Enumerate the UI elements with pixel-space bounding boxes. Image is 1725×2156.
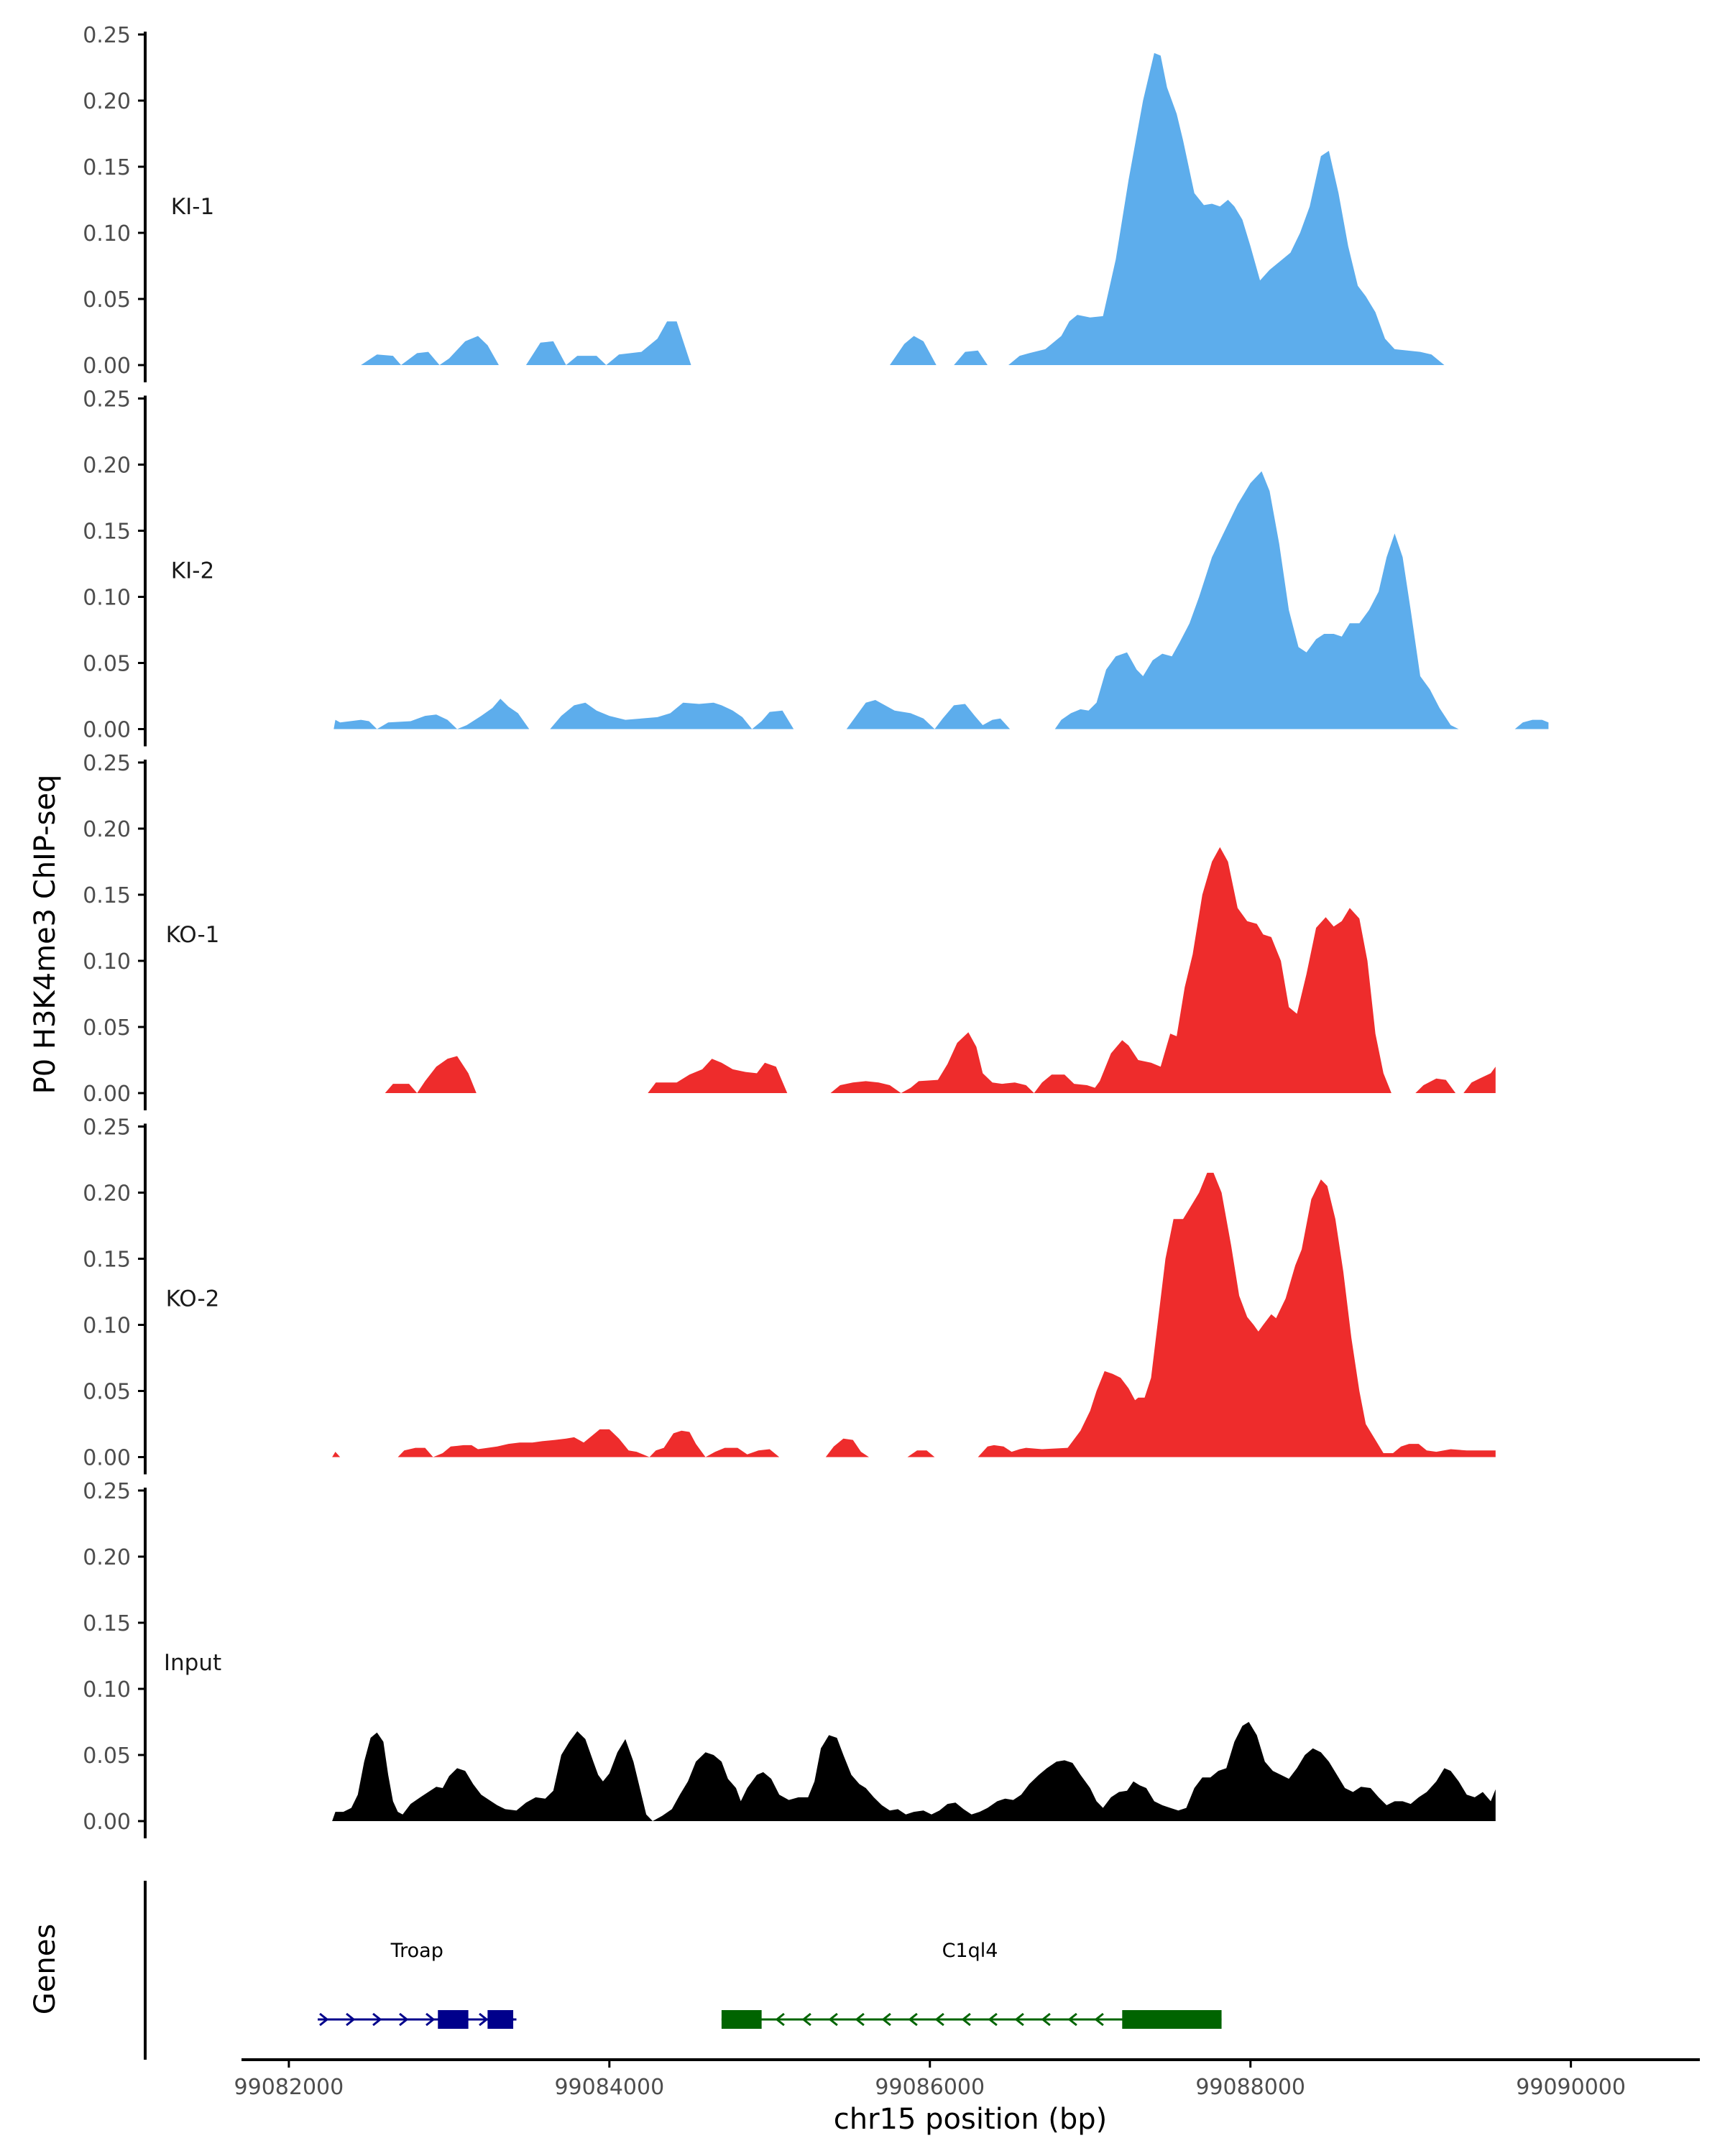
- y-tick-label: 0.10: [83, 1677, 131, 1703]
- y-tick-label: 0.00: [83, 1810, 131, 1835]
- y-tick-label: 0.00: [83, 1446, 131, 1471]
- strand-arrow: [1014, 2012, 1024, 2027]
- coverage-area-ki-1: [361, 52, 1445, 366]
- y-tick-label: 0.10: [83, 586, 131, 611]
- y-tick-label: 0.05: [83, 287, 131, 313]
- y-tick-label: 0.05: [83, 1015, 131, 1041]
- y-tick-label: 0.15: [83, 1248, 131, 1273]
- gene-exon: [1122, 2010, 1222, 2029]
- gene-name-label: Troap: [390, 1940, 443, 1962]
- x-tick-label: 99084000: [554, 2075, 664, 2100]
- strand-arrow: [855, 2012, 865, 2027]
- y-tick-label: 0.05: [83, 1743, 131, 1769]
- coverage-area-ki-2: [334, 471, 1549, 729]
- y-tick-label: 0.05: [83, 652, 131, 677]
- gene-c1ql4: C1ql4: [721, 1940, 1222, 2029]
- y-tick-label: 0.15: [83, 155, 131, 180]
- x-tick-label: 99082000: [234, 2075, 344, 2100]
- y-tick-label: 0.20: [83, 817, 131, 842]
- strand-arrow: [775, 2012, 785, 2027]
- strand-arrow: [479, 2012, 489, 2027]
- strand-arrow: [801, 2012, 811, 2027]
- panel-ko-2: 0.00 0.05 0.10 0.15 0.20 0.25 KO-2: [83, 1115, 1496, 1475]
- panel-input: 0.00 0.05 0.10 0.15 0.20 0.25 Input: [83, 1479, 1496, 1838]
- y-tick-label: 0.25: [83, 1115, 131, 1141]
- y-axis-title: P0 H3K4me3 ChIP-seq: [29, 775, 62, 1095]
- strand-arrow: [426, 2012, 436, 2027]
- y-tick-label: 0.15: [83, 520, 131, 545]
- y-tick-label: 0.25: [83, 23, 131, 48]
- x-tick-label: 99090000: [1516, 2075, 1626, 2100]
- y-tick-label: 0.25: [83, 751, 131, 776]
- gene-troap: Troap: [318, 1940, 517, 2029]
- strand-arrow: [828, 2012, 838, 2027]
- y-tick-label: 0.15: [83, 883, 131, 908]
- x-axis: 99082000 99084000 99086000 99088000 99090000: [234, 2058, 1700, 2100]
- gene-name-label: C1ql4: [942, 1940, 998, 1962]
- y-tick-label: 0.20: [83, 453, 131, 479]
- coverage-area-ko-1: [385, 847, 1496, 1093]
- strand-arrow: [881, 2012, 891, 2027]
- track-label: KI-1: [171, 194, 214, 220]
- genes-track-title: Genes: [29, 1924, 62, 2014]
- y-tick-label: 0.25: [83, 387, 131, 413]
- track-label: Input: [164, 1650, 221, 1676]
- gene-annotation-track: Troap C1ql4: [144, 1881, 1222, 2060]
- track-label: KI-2: [171, 558, 214, 584]
- y-tick-label: 0.25: [83, 1479, 131, 1504]
- strand-arrow: [908, 2012, 918, 2027]
- panel-ki-1: 0.00 0.05 0.10 0.15 0.20 0.25 KI-1: [83, 23, 1445, 382]
- gene-exon: [721, 2010, 762, 2029]
- strand-arrow: [988, 2012, 998, 2027]
- gene-exon: [487, 2010, 514, 2029]
- y-tick-label: 0.05: [83, 1380, 131, 1405]
- x-tick-label: 99086000: [875, 2075, 985, 2100]
- strand-arrow: [1067, 2012, 1077, 2027]
- track-label: KO-2: [166, 1286, 220, 1312]
- strand-arrow: [1094, 2012, 1104, 2027]
- y-tick-label: 0.15: [83, 1611, 131, 1636]
- y-tick-label: 0.10: [83, 1314, 131, 1339]
- y-tick-label: 0.10: [83, 949, 131, 975]
- panel-ko-1: 0.00 0.05 0.10 0.15 0.20 0.25 KO-1: [83, 751, 1496, 1110]
- strand-arrow: [319, 2012, 329, 2027]
- y-tick-label: 0.20: [83, 1545, 131, 1570]
- x-tick-label: 99088000: [1195, 2075, 1305, 2100]
- coverage-area-input: [332, 1722, 1496, 1821]
- y-tick-label: 0.00: [83, 354, 131, 379]
- y-tick-label: 0.20: [83, 89, 131, 114]
- x-axis-title: chr15 position (bp): [834, 2103, 1108, 2136]
- gene-exon: [438, 2010, 469, 2029]
- y-tick-label: 0.20: [83, 1181, 131, 1207]
- y-tick-label: 0.10: [83, 221, 131, 247]
- strand-arrow: [399, 2012, 409, 2027]
- track-label: KO-1: [166, 922, 220, 948]
- strand-arrow: [346, 2012, 356, 2027]
- coverage-panels: 0.00 0.05 0.10 0.15 0.20 0.25 KI-1 0.00 0.05 0.10…: [83, 23, 1549, 1838]
- coverage-area-ko-2: [332, 1172, 1496, 1457]
- strand-arrow: [372, 2012, 382, 2027]
- strand-arrow: [961, 2012, 971, 2027]
- y-tick-label: 0.00: [83, 1082, 131, 1107]
- strand-arrow: [934, 2012, 944, 2027]
- panel-ki-2: 0.00 0.05 0.10 0.15 0.20 0.25 KI-2: [83, 387, 1549, 747]
- strand-arrow: [1041, 2012, 1051, 2027]
- y-tick-label: 0.00: [83, 718, 131, 743]
